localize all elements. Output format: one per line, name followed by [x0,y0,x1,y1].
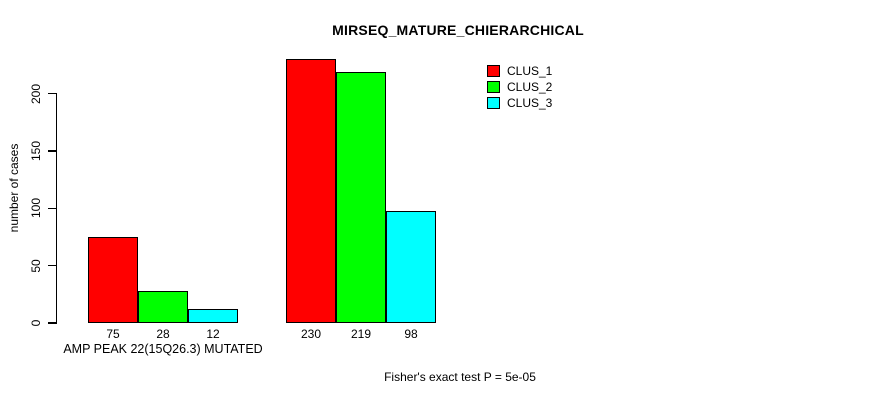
legend-item-clus_3: CLUS_3 [487,95,552,111]
bar-clus_2-group2 [336,71,386,323]
fisher-test-caption: Fisher's exact test P = 5e-05 [384,370,536,384]
legend-label: CLUS_3 [507,96,553,110]
y-axis-tick-label: 200 [29,83,43,104]
y-axis-tick [48,322,57,324]
y-axis-tick [48,92,57,95]
legend-swatch-clus_3 [487,97,500,109]
bar-value-label: 98 [404,327,418,341]
bar-clus_1-group2 [286,59,336,323]
bar-clus_2-group1 [138,290,188,323]
y-axis-label: number of cases [7,143,21,233]
y-axis-tick-label: 50 [29,258,43,273]
legend-label: CLUS_1 [507,64,553,78]
y-axis-tick [48,150,57,152]
bar-value-label: 28 [156,327,170,341]
legend: CLUS_1 CLUS_2 CLUS_3 [487,63,552,111]
legend-item-clus_1: CLUS_1 [487,63,552,79]
legend-label: CLUS_2 [507,80,553,94]
bar-value-label: 219 [350,327,372,341]
y-axis-tick [48,207,57,210]
y-axis-tick [48,264,57,267]
bar-value-label: 75 [106,327,120,341]
x-axis-group-label: AMP PEAK 22(15Q26.3) MUTATED [63,342,263,356]
bar-clus_3-group2 [386,210,436,323]
legend-swatch-clus_1 [487,65,500,77]
bar-clus_3-group1 [188,309,238,323]
legend-item-clus_2: CLUS_2 [487,79,552,95]
y-axis-tick-label: 100 [29,198,43,219]
bar-value-label: 12 [206,327,220,341]
y-axis-tick-label: 0 [29,319,43,327]
legend-swatch-clus_2 [487,81,500,93]
y-axis-tick-label: 150 [29,140,43,161]
chart-title: MIRSEQ_MATURE_CHIERARCHICAL [332,22,584,38]
bar-value-label: 230 [300,327,322,341]
bar-clus_1-group1 [88,236,138,323]
